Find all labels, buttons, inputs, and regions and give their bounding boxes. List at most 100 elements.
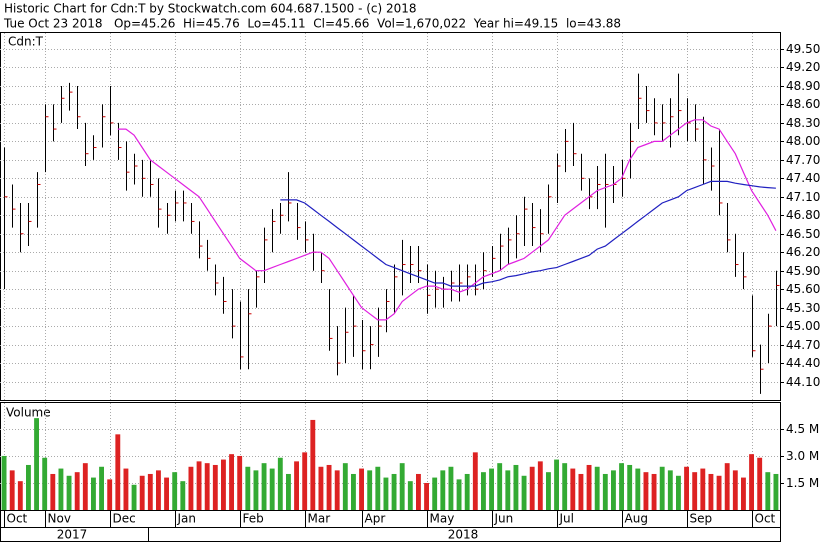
volume-bar [578, 473, 584, 510]
volume-bar [99, 466, 104, 510]
volume-bar [351, 473, 356, 510]
year-label: 2018 [448, 528, 479, 542]
volume-bar [765, 472, 771, 510]
volume-bar [684, 466, 689, 510]
volume-bar [407, 481, 413, 510]
volume-bar [66, 475, 72, 510]
volume-bar [310, 419, 316, 510]
volume-bar [570, 468, 576, 510]
volume-bar [180, 481, 186, 510]
x-tick-label: Apr [365, 512, 386, 526]
volume-bar [529, 466, 535, 510]
volume-bar [139, 475, 145, 510]
volume-bar [277, 457, 283, 510]
volume-bar [562, 463, 568, 510]
volume-bar [204, 463, 210, 510]
volume-bar [602, 473, 608, 510]
x-tick-label: Jun [494, 512, 514, 526]
volume-bar [643, 472, 649, 510]
volume-bar [724, 463, 730, 510]
volume-bar [416, 473, 421, 510]
year-label: 2017 [57, 528, 88, 542]
volume-bar [627, 464, 633, 510]
volume-bar [521, 475, 527, 510]
volume-bar [91, 477, 96, 510]
volume-bar [82, 463, 88, 510]
volume-bar [700, 468, 706, 510]
volume-bar [472, 452, 478, 510]
volume-bar [334, 470, 340, 510]
moving-average [117, 119, 777, 321]
volume-bar [42, 457, 48, 510]
volume-bar [34, 418, 39, 510]
summary-line: Tue Oct 23 2018 Op=45.26 Hi=45.76 Lo=45.… [3, 17, 621, 31]
x-tick-label: Mar [308, 512, 331, 526]
volume-bar [58, 468, 64, 510]
volume-bar [359, 468, 364, 510]
y-tick-label: 45.60 [786, 282, 820, 296]
y-tick-label: 44.10 [786, 375, 820, 389]
volume-bar [732, 470, 738, 510]
volume-bar [667, 470, 673, 510]
y-tick-label: 47.10 [786, 190, 820, 204]
volume-bar [212, 464, 218, 510]
x-tick-label: Feb [243, 512, 264, 526]
x-tick-label: Aug [625, 512, 648, 526]
y-tick-label: 46.80 [786, 208, 820, 222]
volume-bar [651, 473, 657, 510]
y-tick-label: 45.00 [786, 319, 820, 333]
y-tick-label: 4.5 M [786, 422, 819, 436]
volume-bar [757, 457, 763, 510]
y-tick-label: 48.00 [786, 134, 820, 148]
volume-bar [424, 482, 429, 510]
volume-bar [196, 461, 202, 510]
year-axis [0, 527, 781, 542]
x-tick-label: Sep [690, 512, 713, 526]
volume-bar [611, 470, 616, 510]
volume-bar [115, 434, 121, 510]
volume-bar [505, 470, 511, 510]
volume-bar [432, 477, 438, 510]
y-tick-label: 1.5 M [786, 476, 819, 490]
volume-bar [749, 454, 754, 510]
x-tick-label: May [430, 512, 455, 526]
x-tick-label: Oct [755, 512, 776, 526]
volume-bar [9, 470, 15, 510]
volume-bar [326, 464, 332, 510]
volume-bar [497, 463, 503, 510]
volume-bar [537, 461, 543, 510]
y-tick-label: 44.40 [786, 356, 820, 370]
volume-bar [342, 463, 348, 510]
y-tick-label: 47.40 [786, 171, 820, 185]
volume-bar [294, 461, 299, 510]
volume-bar [741, 477, 746, 510]
y-tick-label: 3.0 M [786, 449, 819, 463]
volume-bar [619, 463, 624, 510]
volume-bar [318, 466, 324, 510]
y-tick-label: 48.30 [786, 116, 820, 130]
volume-bar [221, 459, 226, 510]
volume-bar [464, 473, 470, 510]
y-tick-label: 45.30 [786, 301, 820, 315]
volume-bar [489, 468, 494, 510]
volume-bar [586, 464, 592, 510]
price-panel [0, 32, 781, 401]
volume-bar [391, 473, 397, 510]
x-tick-label: Oct [7, 512, 28, 526]
volume-bar [383, 477, 389, 510]
volume-bar [594, 466, 600, 510]
volume-bar [708, 473, 714, 510]
volume-bar [261, 463, 267, 510]
volume-bar [107, 479, 113, 510]
volume-bar [481, 472, 486, 510]
volume-bar [635, 468, 641, 510]
y-tick-label: 48.60 [786, 97, 820, 111]
volume-bar [367, 470, 373, 510]
volume-bar [253, 470, 259, 510]
volume-bar [286, 473, 291, 510]
volume-bar [188, 466, 194, 510]
x-tick-label: Jul [559, 512, 574, 526]
chart-title: Historic Chart for Cdn:T by Stockwatch.c… [4, 2, 417, 16]
